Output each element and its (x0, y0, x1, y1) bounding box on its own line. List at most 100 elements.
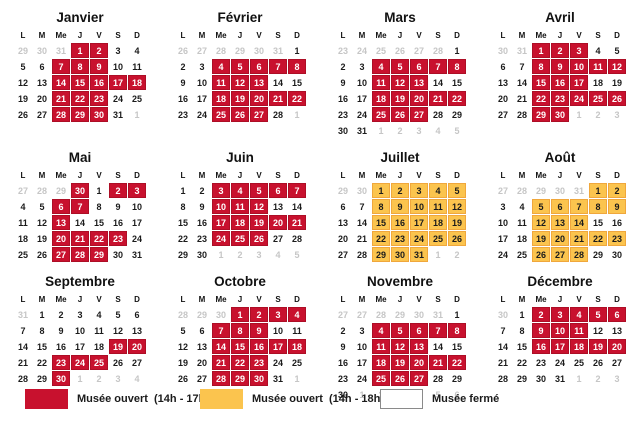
legend-label: Musée ouvert (14h - 18h) (252, 393, 385, 405)
day-cell: 28 (432, 373, 443, 384)
day-cell: 13 (272, 201, 283, 212)
day-cell: 22 (231, 355, 249, 370)
day-cell: 28 (52, 107, 70, 122)
legend-label: Musée fermé (432, 393, 500, 405)
weekday-header: S (435, 31, 441, 40)
month-days-grid: L M Me J V S D 31 1 2 3 4 5 6 7 8 9 10 11 12 13 14 15 16 17 18 19 2… (0, 293, 160, 386)
weekday-header: S (275, 31, 281, 40)
day-cell: 1 (435, 249, 441, 260)
day-cell: 29 (36, 373, 47, 384)
day-cell: 5 (614, 45, 620, 56)
day-cell: 19 (231, 91, 249, 106)
day-cell: 17 (497, 233, 508, 244)
day-cell: 28 (432, 109, 443, 120)
month-days-grid: L M Me J V S D 27 28 29 30 1 2 3 4 5 6 7 8 9 10 11 12 13 14 15 16 1… (0, 169, 160, 262)
day-cell: 27 (410, 107, 428, 122)
day-cell: 25 (372, 107, 390, 122)
day-cell: 4 (231, 183, 249, 198)
day-cell: 23 (250, 355, 268, 370)
day-cell: 2 (595, 373, 601, 384)
day-cell: 17 (356, 93, 367, 104)
day-cell: 26 (391, 371, 409, 386)
day-cell: 29 (394, 309, 405, 320)
day-cell: 18 (93, 341, 104, 352)
day-cell: 16 (551, 75, 569, 90)
day-cell: 12 (250, 199, 268, 214)
day-cell: 2 (340, 325, 346, 336)
day-cell: 8 (39, 325, 45, 336)
day-cell: 24 (570, 91, 588, 106)
day-cell: 18 (516, 233, 527, 244)
day-cell: 10 (212, 199, 230, 214)
day-cell: 18 (17, 233, 28, 244)
day-cell: 24 (356, 109, 367, 120)
day-cell: 4 (20, 201, 26, 212)
day-cell: 14 (356, 217, 367, 228)
day-cell: 7 (212, 323, 230, 338)
day-cell: 15 (592, 217, 603, 228)
day-cell: 28 (71, 247, 89, 262)
day-cell: 23 (337, 109, 348, 120)
day-cell: 29 (231, 371, 249, 386)
day-cell: 12 (17, 77, 28, 88)
month-septembre: Septembre L M Me J V S D 31 1 2 3 4 5 6 7 8 9 10 11 12 13 14 1… (0, 268, 160, 402)
day-cell: 30 (337, 389, 348, 400)
day-cell: 27 (36, 109, 47, 120)
day-cell: 23 (177, 109, 188, 120)
month-title: Juin (226, 150, 254, 165)
day-cell: 2 (237, 249, 243, 260)
day-cell: 8 (180, 201, 186, 212)
day-cell: 26 (231, 107, 249, 122)
day-cell: 22 (448, 355, 466, 370)
day-cell: 8 (519, 325, 525, 336)
day-cell: 3 (256, 249, 262, 260)
day-cell: 24 (131, 233, 142, 244)
day-cell: 29 (532, 107, 550, 122)
day-cell: 17 (269, 339, 287, 354)
day-cell: 10 (410, 199, 428, 214)
day-cell: 18 (372, 355, 390, 370)
day-cell: 9 (250, 323, 268, 338)
weekday-header: D (614, 31, 620, 40)
day-cell: 21 (429, 355, 447, 370)
day-cell: 22 (532, 91, 550, 106)
weekday-header: M (358, 171, 366, 180)
day-cell: 9 (58, 325, 64, 336)
weekday-header: L (180, 295, 186, 304)
day-cell: 28 (432, 45, 443, 56)
day-cell: 5 (448, 183, 466, 198)
day-cell: 25 (131, 93, 142, 104)
weekday-header: M (198, 171, 206, 180)
day-cell: 19 (177, 357, 188, 368)
day-cell: 11 (570, 323, 588, 338)
day-cell: 3 (500, 201, 506, 212)
day-cell: 26 (608, 91, 626, 106)
day-cell: 30 (71, 183, 89, 198)
day-cell: 6 (551, 199, 569, 214)
day-cell: 31 (573, 185, 584, 196)
day-cell: 31 (17, 309, 28, 320)
day-cell: 6 (454, 389, 460, 400)
day-cell: 14 (291, 201, 302, 212)
day-cell: 19 (391, 355, 409, 370)
weekday-header: L (180, 171, 186, 180)
day-cell: 1 (39, 309, 45, 320)
weekday-header: J (557, 171, 563, 180)
month-days-grid: L M Me J V S D 29 30 31 1 2 3 4 5 6 7 8 9 10 11 12 13 14 15 16 17 1… (0, 29, 160, 122)
legend-label: Musée ouvert (14h - 17h) (77, 393, 210, 405)
day-cell: 15 (71, 75, 89, 90)
day-cell: 19 (36, 233, 47, 244)
weekday-header: V (416, 295, 422, 304)
day-cell: 8 (288, 59, 306, 74)
day-cell: 23 (391, 231, 409, 246)
day-cell: 2 (340, 61, 346, 72)
day-cell: 13 (337, 217, 348, 228)
day-cell: 6 (39, 61, 45, 72)
day-cell: 3 (570, 43, 588, 58)
day-cell: 1 (519, 309, 525, 320)
day-cell: 5 (250, 183, 268, 198)
day-cell: 31 (272, 45, 283, 56)
day-cell: 22 (516, 357, 527, 368)
day-cell: 30 (196, 249, 207, 260)
day-cell: 18 (288, 339, 306, 354)
